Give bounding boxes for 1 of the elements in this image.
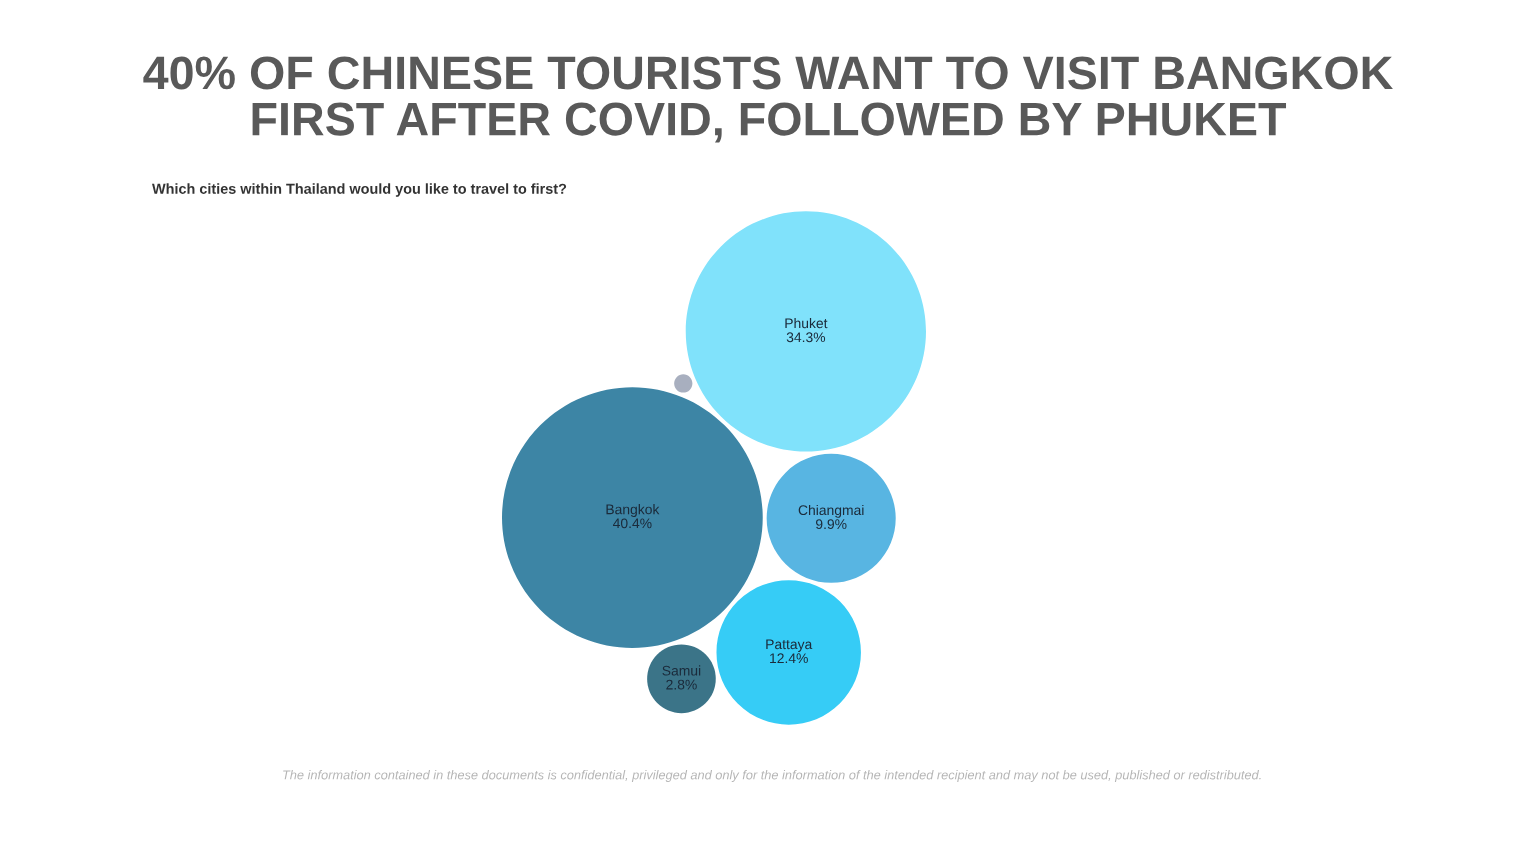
text: 40% OF CHINESE TOURISTS WANT TO VISIT BANGKOK FIRST AFTER COVID, FOLLOWED BY PHUKET <box>143 56 1393 143</box>
